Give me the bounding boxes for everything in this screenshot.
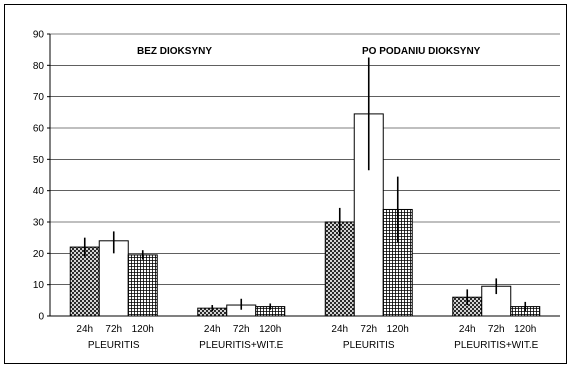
- x-tick-label: 72h: [233, 324, 250, 335]
- y-tick-label: 50: [33, 155, 45, 166]
- y-tick-label: 20: [33, 249, 45, 260]
- x-tick-label: 120h: [514, 324, 536, 335]
- chart-frame: 0 10 20 30 40 50 60 70 80 90 24h 72h 120h 24h 72h 120h…: [4, 4, 567, 364]
- group-labels: PLEURITIS PLEURITIS+WIT.E PLEURITIS PLEURIT…: [88, 340, 539, 351]
- y-tick-label: 60: [33, 124, 45, 135]
- bar-24h: [69, 246, 100, 317]
- x-tick-label: 24h: [76, 324, 93, 335]
- y-tick-label: 90: [33, 30, 45, 41]
- group-label: PLEURITIS+WIT.E: [199, 340, 284, 351]
- y-tick-label: 0: [38, 312, 44, 323]
- group-label: PLEURITIS: [88, 340, 140, 351]
- annotation-bez-dioksyny: BEZ DIOKSYNY: [137, 46, 212, 57]
- x-tick-label: 72h: [488, 324, 505, 335]
- group-label: PLEURITIS: [343, 340, 395, 351]
- x-tick-label: 120h: [259, 324, 281, 335]
- annotation-po-podaniu-dioksyny: PO PODANIU DIOKSYNY: [362, 46, 481, 57]
- x-tick-label: 24h: [459, 324, 476, 335]
- y-tick-label: 10: [33, 280, 45, 291]
- x-tick-label: 72h: [105, 324, 122, 335]
- y-tick-label: 30: [33, 218, 45, 229]
- y-tick-label: 70: [33, 92, 45, 103]
- bar-120h: [127, 254, 158, 317]
- x-tick-label: 120h: [132, 324, 154, 335]
- x-tick-label: 72h: [360, 324, 377, 335]
- y-tick-label: 80: [33, 61, 45, 72]
- x-tick-label: 24h: [204, 324, 221, 335]
- group-label: PLEURITIS+WIT.E: [454, 340, 539, 351]
- y-axis-tick-labels: 0 10 20 30 40 50 60 70 80 90: [33, 30, 45, 323]
- axes: [47, 33, 560, 317]
- x-tick-label: 120h: [387, 324, 409, 335]
- x-tick-label: 24h: [331, 324, 348, 335]
- y-tick-label: 40: [33, 186, 45, 197]
- error-bars: [83, 57, 527, 312]
- bars: [69, 113, 541, 317]
- x-axis-tick-labels: 24h 72h 120h 24h 72h 120h 24h 72h 120h 24h 72h 120h: [76, 324, 536, 335]
- gridlines: [50, 33, 560, 285]
- bar-chart: 0 10 20 30 40 50 60 70 80 90 24h 72h 120h 24h 72h 120h…: [33, 30, 560, 351]
